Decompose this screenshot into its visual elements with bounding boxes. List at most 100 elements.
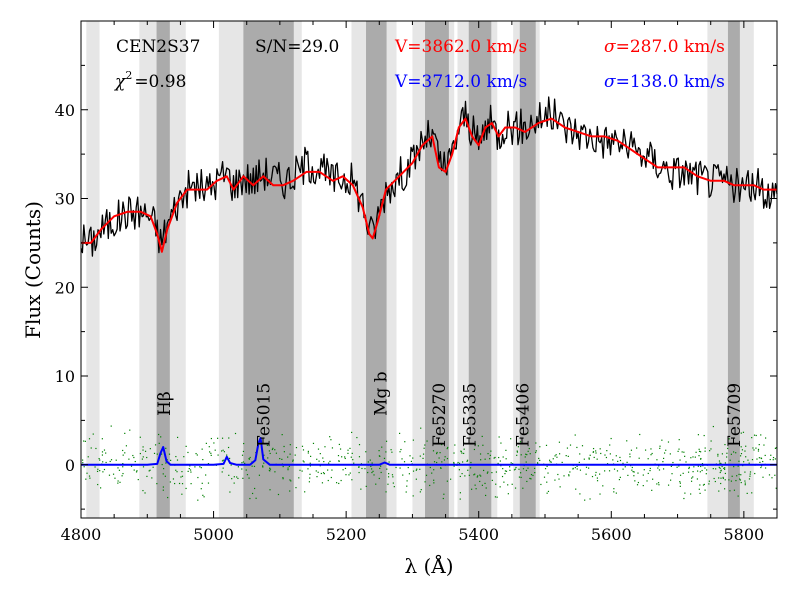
residual-point bbox=[101, 438, 103, 440]
residual-point bbox=[547, 490, 550, 493]
residual-point bbox=[471, 488, 473, 490]
index-label-6: Fe5709 bbox=[725, 383, 745, 447]
residual-point bbox=[527, 467, 529, 469]
residual-point bbox=[453, 461, 455, 464]
residual-point bbox=[162, 473, 164, 475]
residual-point bbox=[715, 468, 717, 470]
dark-band-4 bbox=[468, 21, 492, 518]
residual-point bbox=[230, 464, 232, 466]
residual-point bbox=[458, 462, 461, 464]
residual-point bbox=[474, 443, 477, 445]
residual-point bbox=[480, 475, 482, 477]
residual-point bbox=[679, 482, 681, 484]
residual-point bbox=[467, 469, 469, 471]
residual-point bbox=[82, 462, 84, 464]
residual-point bbox=[568, 475, 570, 477]
residual-point bbox=[536, 462, 539, 464]
chi-exponent: 2 bbox=[125, 69, 132, 82]
residual-point bbox=[160, 436, 162, 438]
residual-point bbox=[555, 454, 557, 456]
residual-point bbox=[698, 450, 701, 452]
residual-point bbox=[167, 496, 169, 499]
residual-point bbox=[647, 472, 649, 475]
residual-point bbox=[704, 447, 706, 449]
residual-point bbox=[566, 447, 569, 449]
residual-point bbox=[402, 474, 404, 476]
residual-point bbox=[99, 459, 101, 461]
residual-point bbox=[459, 475, 461, 478]
residual-point bbox=[217, 454, 219, 456]
residual-point bbox=[588, 458, 590, 460]
residual-point bbox=[453, 465, 455, 467]
residual-point bbox=[651, 489, 653, 491]
residual-point bbox=[554, 479, 556, 481]
residual-point bbox=[524, 456, 526, 458]
residual-point bbox=[738, 460, 740, 462]
residual-point bbox=[475, 488, 477, 490]
residual-point bbox=[510, 438, 512, 440]
residual-point bbox=[137, 478, 139, 481]
axis-ticks: 4800 5000 5200 5400 5600 5800 0 10 20 30 40 bbox=[55, 21, 777, 544]
y-tick-label: 40 bbox=[55, 101, 75, 120]
residual-point bbox=[378, 477, 380, 480]
residual-point bbox=[518, 468, 520, 470]
residual-point bbox=[592, 447, 595, 450]
residual-point bbox=[88, 438, 91, 440]
residual-point bbox=[768, 474, 771, 476]
residual-point bbox=[122, 454, 124, 456]
residual-point bbox=[245, 469, 247, 471]
residual-point bbox=[703, 434, 705, 437]
residual-point bbox=[299, 469, 301, 471]
residual-point bbox=[469, 467, 472, 469]
residual-point bbox=[121, 475, 123, 477]
residual-point bbox=[181, 493, 183, 495]
residual-point bbox=[97, 468, 99, 470]
residual-point bbox=[380, 471, 382, 474]
residual-point bbox=[101, 451, 104, 453]
residual-point bbox=[509, 469, 511, 471]
residual-point bbox=[316, 476, 318, 478]
index-label-5: Fe5406 bbox=[514, 383, 534, 447]
residual-point bbox=[600, 452, 602, 455]
residual-point bbox=[697, 434, 700, 436]
residual-point bbox=[281, 458, 283, 460]
residual-point bbox=[277, 493, 280, 496]
residual-point bbox=[659, 445, 661, 447]
residual-point bbox=[613, 488, 615, 490]
residual-point bbox=[730, 453, 732, 455]
residual-point bbox=[89, 477, 91, 479]
residual-point bbox=[704, 450, 706, 452]
residual-point bbox=[679, 481, 681, 483]
residual-point bbox=[489, 454, 491, 457]
residual-point bbox=[453, 452, 455, 454]
residual-point bbox=[497, 462, 499, 465]
residual-point bbox=[152, 466, 154, 468]
residual-point bbox=[187, 470, 189, 472]
residual-point bbox=[638, 457, 640, 459]
residual-point bbox=[514, 468, 516, 470]
residual-point bbox=[589, 498, 591, 500]
residual-point bbox=[122, 449, 124, 452]
residual-point bbox=[578, 461, 580, 464]
residual-point bbox=[158, 442, 160, 444]
residual-point bbox=[639, 433, 641, 436]
residual-point bbox=[495, 483, 497, 485]
residual-point bbox=[200, 488, 202, 490]
residual-point bbox=[249, 456, 251, 459]
residual-point bbox=[698, 448, 700, 450]
residual-point bbox=[687, 471, 690, 473]
residual-point bbox=[530, 478, 532, 480]
residual-point bbox=[724, 443, 726, 446]
residual-point bbox=[749, 473, 751, 475]
residual-point bbox=[546, 492, 548, 494]
residual-point bbox=[476, 476, 478, 478]
residual-point bbox=[255, 497, 257, 499]
residual-point bbox=[679, 459, 681, 461]
residual-point bbox=[350, 456, 352, 458]
residual-point bbox=[416, 468, 418, 470]
residual-point bbox=[688, 467, 690, 470]
residual-point bbox=[308, 481, 310, 483]
residual-point bbox=[563, 475, 565, 477]
residual-point bbox=[745, 445, 747, 447]
residual-point bbox=[117, 467, 119, 469]
